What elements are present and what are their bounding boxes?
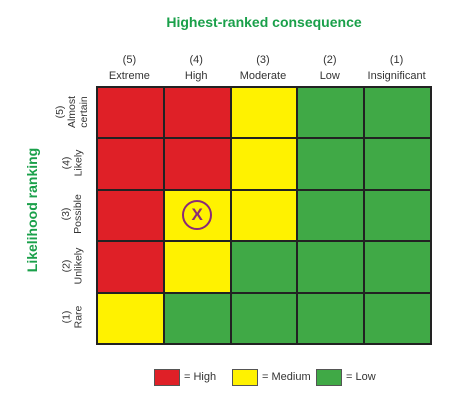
matrix-cell-high xyxy=(98,242,163,292)
column-header-insignificant: (1) Insignificant xyxy=(363,52,430,84)
row-label: Likely xyxy=(71,149,84,177)
column-number: (1) xyxy=(389,54,404,66)
legend-swatch-low xyxy=(316,369,342,386)
column-number: (3) xyxy=(256,54,270,66)
column-header-moderate: (3) Moderate xyxy=(230,52,297,84)
row-number: (4) xyxy=(59,156,72,170)
matrix-cell-high xyxy=(98,139,163,189)
matrix-cell-high xyxy=(98,88,163,138)
matrix-cell-low xyxy=(365,242,430,292)
legend-label-high: = High xyxy=(184,371,217,383)
column-number: (4) xyxy=(189,54,203,66)
legend-swatch-medium xyxy=(232,369,258,386)
row-label: Unlikely xyxy=(71,247,84,285)
matrix-cell-low xyxy=(298,242,364,292)
matrix-cell-high xyxy=(164,88,230,138)
column-header-high: (4) High xyxy=(163,52,230,84)
matrix-cell-low xyxy=(365,293,430,343)
matrix-title: Highest-ranked consequence xyxy=(166,14,362,30)
matrix-cell-low xyxy=(365,88,430,138)
row-number: (5) xyxy=(54,105,66,119)
matrix-cell-low xyxy=(365,190,430,241)
matrix-cell-low xyxy=(298,88,364,138)
column-number: (2) xyxy=(323,54,337,66)
row-header-possible: (3) Possible xyxy=(52,189,92,240)
column-label: Low xyxy=(319,70,340,82)
y-axis-label: Likelihood ranking xyxy=(24,147,40,273)
matrix-cell-low xyxy=(231,242,297,292)
matrix-cell-medium: X xyxy=(164,190,230,241)
column-label: Moderate xyxy=(239,70,287,82)
row-number: (2) xyxy=(59,259,72,273)
column-label: Extreme xyxy=(108,70,150,82)
matrix-cell-medium xyxy=(231,190,297,241)
matrix-cell-low xyxy=(365,139,430,189)
row-label: certain xyxy=(78,95,90,128)
column-label: Insignificant xyxy=(367,70,426,82)
matrix-cell-medium xyxy=(231,88,297,138)
legend-label-low: = Low xyxy=(346,371,376,383)
matrix-cell-medium xyxy=(98,293,163,343)
matrix-cell-low xyxy=(298,293,364,343)
row-header-likely: (4) Likely xyxy=(52,137,92,188)
column-header-low: (2) Low xyxy=(296,52,363,84)
matrix-cell-low xyxy=(164,293,230,343)
row-header-almost-certain: (5) Almost certain xyxy=(52,86,92,137)
row-header-unlikely: (2) Unlikely xyxy=(52,240,92,291)
column-number: (5) xyxy=(122,54,137,66)
matrix-cell-high xyxy=(98,190,163,241)
legend: = High = Medium = Low xyxy=(0,369,474,387)
matrix-cell-high xyxy=(164,139,230,189)
row-label: Rare xyxy=(71,305,84,329)
legend-label-medium: = Medium xyxy=(262,371,311,383)
row-label: Almost xyxy=(66,95,78,128)
legend-swatch-high xyxy=(154,369,180,386)
matrix-cell-low xyxy=(298,190,364,241)
matrix-cell-medium xyxy=(231,139,297,189)
matrix-cell-low xyxy=(298,139,364,189)
row-label: Possible xyxy=(71,194,84,235)
column-label: High xyxy=(184,70,208,82)
row-number: (3) xyxy=(59,208,72,221)
matrix-cell-low xyxy=(231,293,297,343)
risk-marker: X xyxy=(182,200,213,231)
row-header-rare: (1) Rare xyxy=(52,292,92,343)
matrix-cell-medium xyxy=(164,242,230,292)
column-header-extreme: (5) Extreme xyxy=(96,52,163,84)
row-number: (1) xyxy=(59,310,72,324)
risk-matrix-grid: X xyxy=(96,86,432,345)
